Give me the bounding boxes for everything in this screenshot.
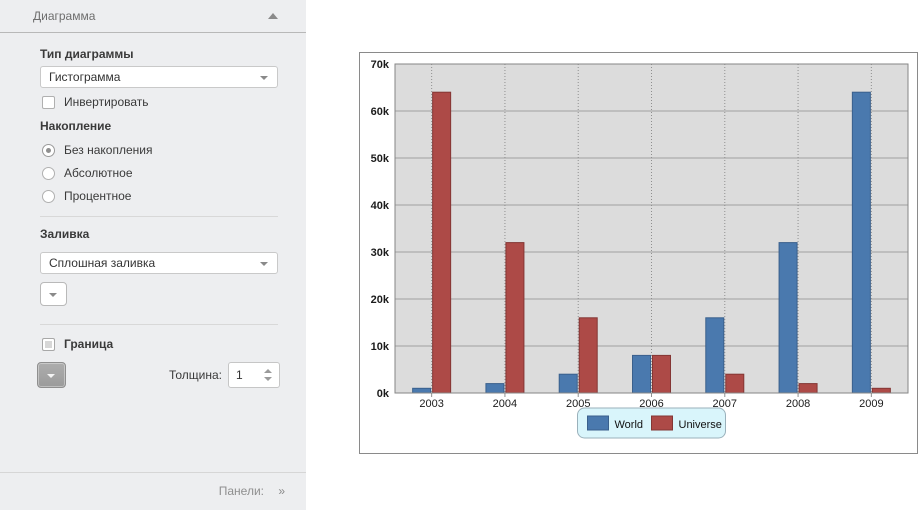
invert-checkbox-row[interactable]: Инвертировать <box>42 94 149 110</box>
fill-color-dropdown-button[interactable] <box>40 282 67 306</box>
stacking-option-label: Абсолютное <box>64 166 133 180</box>
chevron-down-icon <box>49 293 57 297</box>
x-tick-label: 2003 <box>419 398 443 410</box>
bar-world-2006 <box>632 354 651 394</box>
bar-world-2009 <box>851 91 871 394</box>
thickness-spinbox[interactable] <box>228 362 280 388</box>
bar-universe-2005 <box>578 317 598 394</box>
bar-world-2007 <box>705 317 725 394</box>
bar-world-2008 <box>778 242 798 394</box>
radio-icon[interactable] <box>42 166 55 180</box>
y-tick-label: 50k <box>371 153 390 165</box>
legend-label-universe: Universe <box>679 419 722 431</box>
panel-title: Диаграмма <box>33 9 96 23</box>
border-checkbox[interactable] <box>42 337 55 351</box>
border-checkbox-label: Граница <box>64 337 114 351</box>
chevron-down-icon <box>47 374 55 378</box>
y-tick-label: 20k <box>371 294 390 306</box>
bar-universe-2003 <box>432 91 452 394</box>
chart-container: 0k 10k 20k 30k 40k 50k 60k 70k 2003 2004 2005 2006 2… <box>359 52 918 454</box>
spin-up-icon[interactable] <box>264 369 272 373</box>
thickness-input[interactable] <box>229 363 263 387</box>
border-color-dropdown-button[interactable] <box>37 362 66 388</box>
x-tick-label: 2007 <box>713 398 737 410</box>
x-tick-label: 2005 <box>566 398 590 410</box>
panels-expand-icon[interactable]: » <box>278 484 286 498</box>
chevron-down-icon <box>260 262 268 266</box>
radio-icon[interactable] <box>42 189 55 203</box>
x-tick-label: 2008 <box>786 398 810 410</box>
spin-down-icon[interactable] <box>264 377 272 381</box>
divider <box>40 216 278 217</box>
bar-world-2005 <box>558 373 578 394</box>
legend-marker-world <box>587 415 609 431</box>
chart-type-label: Тип диаграммы <box>40 47 134 61</box>
thickness-label: Толщина: <box>168 368 222 382</box>
stacking-radio-none[interactable]: Без накопления <box>42 142 152 158</box>
chart-type-select[interactable]: Гистограмма <box>40 66 278 88</box>
plot-border <box>394 63 909 394</box>
panels-footer: Панели: » <box>0 472 306 510</box>
sidebar-panel-diagram: Диаграмма Тип диаграммы Гистограмма Инве… <box>0 0 306 510</box>
stacking-radio-percent[interactable]: Процентное <box>42 188 131 204</box>
stacking-label: Накопление <box>40 119 112 133</box>
y-tick-label: 10k <box>371 341 390 353</box>
radio-selected-icon[interactable] <box>42 143 55 157</box>
y-tick-label: 0k <box>377 388 390 400</box>
bar-world-2004 <box>485 383 505 394</box>
fill-type-value: Сплошная заливка <box>49 256 156 270</box>
border-checkbox-row[interactable]: Граница <box>42 336 113 352</box>
panel-header: Диаграмма <box>0 0 306 33</box>
invert-checkbox[interactable] <box>42 95 55 109</box>
bar-world-2003 <box>412 387 432 394</box>
legend-label-world: World <box>615 419 644 431</box>
stacking-radio-absolute[interactable]: Абсолютное <box>42 165 133 181</box>
collapse-panel-icon[interactable] <box>268 13 278 19</box>
bar-universe-2009 <box>871 387 891 394</box>
y-tick-label: 70k <box>371 59 390 71</box>
x-tick-label: 2006 <box>639 398 663 410</box>
thickness-row: Толщина: <box>40 362 280 388</box>
bar-universe-2008 <box>798 383 818 394</box>
stacking-option-label: Без накопления <box>64 143 153 157</box>
chart-type-value: Гистограмма <box>49 70 121 84</box>
invert-checkbox-label: Инвертировать <box>64 95 149 109</box>
y-tick-label: 60k <box>371 106 390 118</box>
bar-universe-2004 <box>505 242 525 394</box>
chevron-down-icon <box>260 76 268 80</box>
fill-type-select[interactable]: Сплошная заливка <box>40 252 278 274</box>
legend-marker-universe <box>651 415 673 431</box>
y-tick-label: 40k <box>371 200 390 212</box>
stacking-option-label: Процентное <box>64 189 132 203</box>
divider <box>40 324 278 325</box>
y-tick-label: 30k <box>371 247 390 259</box>
x-tick-label: 2004 <box>493 398 517 410</box>
bar-universe-2007 <box>725 373 745 394</box>
fill-label: Заливка <box>40 227 90 241</box>
bar-universe-2006 <box>652 354 671 394</box>
bar-chart: 0k 10k 20k 30k 40k 50k 60k 70k 2003 2004 2005 2006 2… <box>371 59 909 439</box>
x-tick-label: 2009 <box>859 398 883 410</box>
panels-label: Панели: <box>218 484 264 498</box>
